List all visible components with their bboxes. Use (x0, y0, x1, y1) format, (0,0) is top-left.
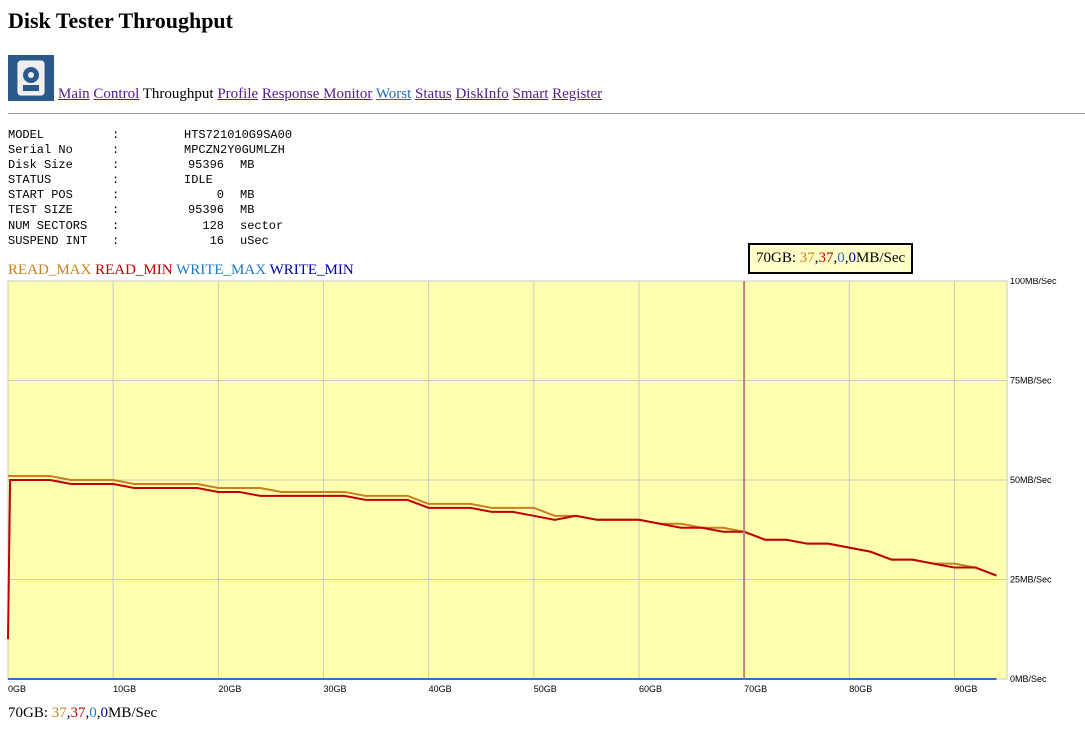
info-key: STATUS (8, 173, 52, 188)
separator: : (112, 188, 120, 203)
hover-value: 37 (51, 705, 67, 721)
info-row: STATUS: IDLE (8, 173, 283, 188)
x-tick-label: 40GB (429, 684, 452, 694)
legend-entry: WRITE_MAX (176, 262, 267, 278)
info-row: SUSPEND INT: 16 uSec (8, 234, 283, 249)
separator: : (791, 250, 800, 266)
nav-link[interactable]: Profile (217, 86, 259, 102)
info-key: Disk Size (8, 158, 73, 173)
info-value: 16 (209, 233, 224, 248)
hover-label: 70GB (8, 705, 44, 721)
legend-entry: READ_MIN (95, 262, 173, 278)
legend-entry: WRITE_MIN (269, 262, 354, 278)
separator: , (66, 705, 71, 721)
hover-value: 37 (818, 250, 834, 266)
separator: , (96, 705, 101, 721)
info-unit: MB (240, 203, 255, 218)
info-value: 0 (216, 188, 224, 203)
separator: : (112, 143, 120, 158)
x-tick-label: 80GB (849, 684, 872, 694)
info-value: MPCZN2Y0GUMLZH (184, 143, 285, 158)
separator: , (814, 250, 819, 266)
divider (8, 113, 1085, 114)
hover-value: 37 (70, 705, 86, 721)
info-row: Serial No: MPCZN2Y0GUMLZH (8, 143, 285, 158)
separator: , (85, 705, 90, 721)
y-tick-label: 0MB/Sec (1010, 674, 1047, 684)
separator: , (844, 250, 849, 266)
hover-value: 0 (100, 705, 109, 721)
separator: : (112, 158, 120, 173)
info-row: NUM SECTORS: 128 sector (8, 219, 283, 234)
separator: : (112, 218, 120, 233)
info-row: TEST SIZE: 95396 MB (8, 203, 283, 218)
nav-link[interactable]: Control (93, 86, 140, 102)
info-key: MODEL (8, 128, 45, 142)
nav-link[interactable]: Register (552, 86, 603, 102)
info-value: 95396 (187, 203, 224, 218)
x-tick-label: 10GB (113, 684, 136, 694)
nav-link[interactable]: Response Monitor (261, 86, 373, 102)
hover-value: 0 (837, 250, 845, 266)
x-tick-label: 70GB (744, 684, 767, 694)
x-tick-label: 90GB (954, 684, 977, 694)
info-value: HTS721010G9SA00 (184, 128, 293, 142)
info-key: NUM SECTORS (8, 218, 88, 233)
info-key: TEST SIZE (8, 203, 73, 218)
x-tick-label: 50GB (534, 684, 557, 694)
hover-value: 0 (89, 705, 97, 721)
y-tick-label: 100MB/Sec (1010, 278, 1057, 286)
x-tick-label: 20GB (218, 684, 241, 694)
nav-link[interactable]: DiskInfo (455, 86, 509, 102)
y-tick-label: 25MB/Sec (1010, 575, 1052, 585)
disk-icon (8, 55, 54, 101)
legend: READ_MAX READ_MIN WRITE_MAX WRITE_MIN (8, 262, 354, 279)
x-tick-label: 30GB (323, 684, 346, 694)
info-row: Disk Size: 95396 MB (8, 158, 283, 173)
page-title: Disk Tester Throughput (8, 8, 233, 33)
hover-unit: MB/Sec (108, 705, 158, 721)
y-tick-label: 75MB/Sec (1010, 376, 1052, 386)
nav-current: Throughput (142, 86, 214, 102)
x-tick-label: 0GB (8, 684, 26, 694)
separator: : (112, 203, 120, 218)
separator: , (833, 250, 838, 266)
info-value: 128 (202, 218, 224, 233)
info-key: SUSPEND INT (8, 233, 88, 248)
x-tick-label: 60GB (639, 684, 662, 694)
hover-value: 37 (799, 250, 815, 266)
legend-entry: READ_MAX (8, 262, 92, 278)
info-row: START POS: 0 MB (8, 188, 283, 203)
separator: : (112, 233, 120, 248)
disk-info: MODEL: HTS721010G9SA00 Serial No: MPCZN2Y0G… (8, 128, 293, 249)
separator: : (112, 173, 120, 188)
throughput-chart: 0GB 10GB 20GB 30GB 40GB 50GB 60GB 70GB 80GB 90GB 0… (7, 278, 1057, 694)
series-line (7, 479, 997, 640)
info-value: IDLE (184, 173, 213, 188)
info-unit: MB (240, 188, 255, 203)
info-value: 95396 (187, 158, 224, 173)
separator: : (112, 128, 120, 142)
separator: : (43, 705, 52, 721)
info-unit: sector (240, 218, 284, 233)
nav-link[interactable]: Smart (512, 86, 549, 102)
nav-link[interactable]: Status (415, 86, 452, 102)
nav-bar: Main Control Throughput Profile Response… (58, 86, 602, 103)
hover-tooltip: 70GB: 37,37,0,0MB/Sec (748, 243, 914, 274)
info-key: START POS (8, 188, 73, 203)
nav-link[interactable]: Worst (375, 86, 412, 102)
hover-value: 0 (848, 250, 857, 266)
hover-unit: MB/Sec (856, 250, 906, 266)
info-row: MODEL: HTS721010G9SA00 (8, 128, 293, 143)
nav-link[interactable]: Main (58, 86, 90, 102)
info-key: Serial No (8, 143, 73, 158)
hover-label: 70GB (756, 250, 792, 266)
hover-status: 70GB: 37,37,0,0MB/Sec (8, 705, 157, 722)
info-unit: uSec (240, 233, 269, 248)
info-unit: MB (240, 158, 255, 173)
y-tick-label: 50MB/Sec (1010, 475, 1052, 485)
